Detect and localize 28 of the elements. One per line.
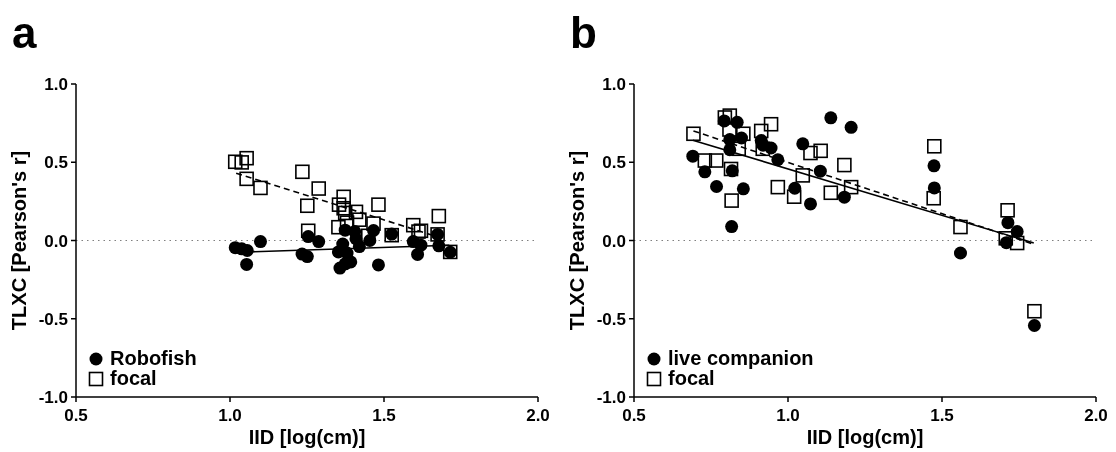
- chart-title: a: [12, 8, 37, 57]
- y-tick-label: -0.5: [38, 309, 68, 329]
- x-axis-title: IID [log(cm)]: [806, 426, 924, 448]
- legend-label: live companion: [668, 347, 814, 369]
- y-axis-title: TLXC [Pearson's r]: [566, 150, 588, 331]
- x-tick-label: 1.0: [218, 406, 242, 425]
- x-tick-label: 1.5: [930, 406, 954, 425]
- y-tick-label: 1.0: [44, 75, 68, 94]
- y-tick-label: 1.0: [602, 75, 626, 94]
- y-tick-label: -1.0: [38, 388, 68, 407]
- y-tick-label: 0.5: [44, 153, 68, 173]
- chart-title: b: [570, 8, 597, 57]
- x-tick-label: 2.0: [1084, 406, 1108, 425]
- x-tick-label: 1.5: [372, 406, 396, 425]
- legend-label: focal: [668, 367, 715, 389]
- y-tick-label: 0.0: [44, 231, 68, 251]
- x-axis-title: IID [log(cm)]: [248, 426, 366, 448]
- legend-label: Robofish: [110, 347, 197, 369]
- y-tick-label: 0.5: [602, 153, 626, 173]
- x-tick-label: 2.0: [526, 406, 550, 425]
- y-tick-label: -1.0: [596, 388, 626, 407]
- x-tick-label: 0.5: [622, 406, 646, 425]
- x-tick-label: 0.5: [64, 406, 88, 425]
- legend-label: focal: [110, 367, 157, 389]
- y-tick-label: -0.5: [596, 309, 626, 329]
- y-axis-title: TLXC [Pearson's r]: [8, 150, 30, 331]
- y-tick-label: 0.0: [602, 231, 626, 251]
- x-tick-label: 1.0: [776, 406, 800, 425]
